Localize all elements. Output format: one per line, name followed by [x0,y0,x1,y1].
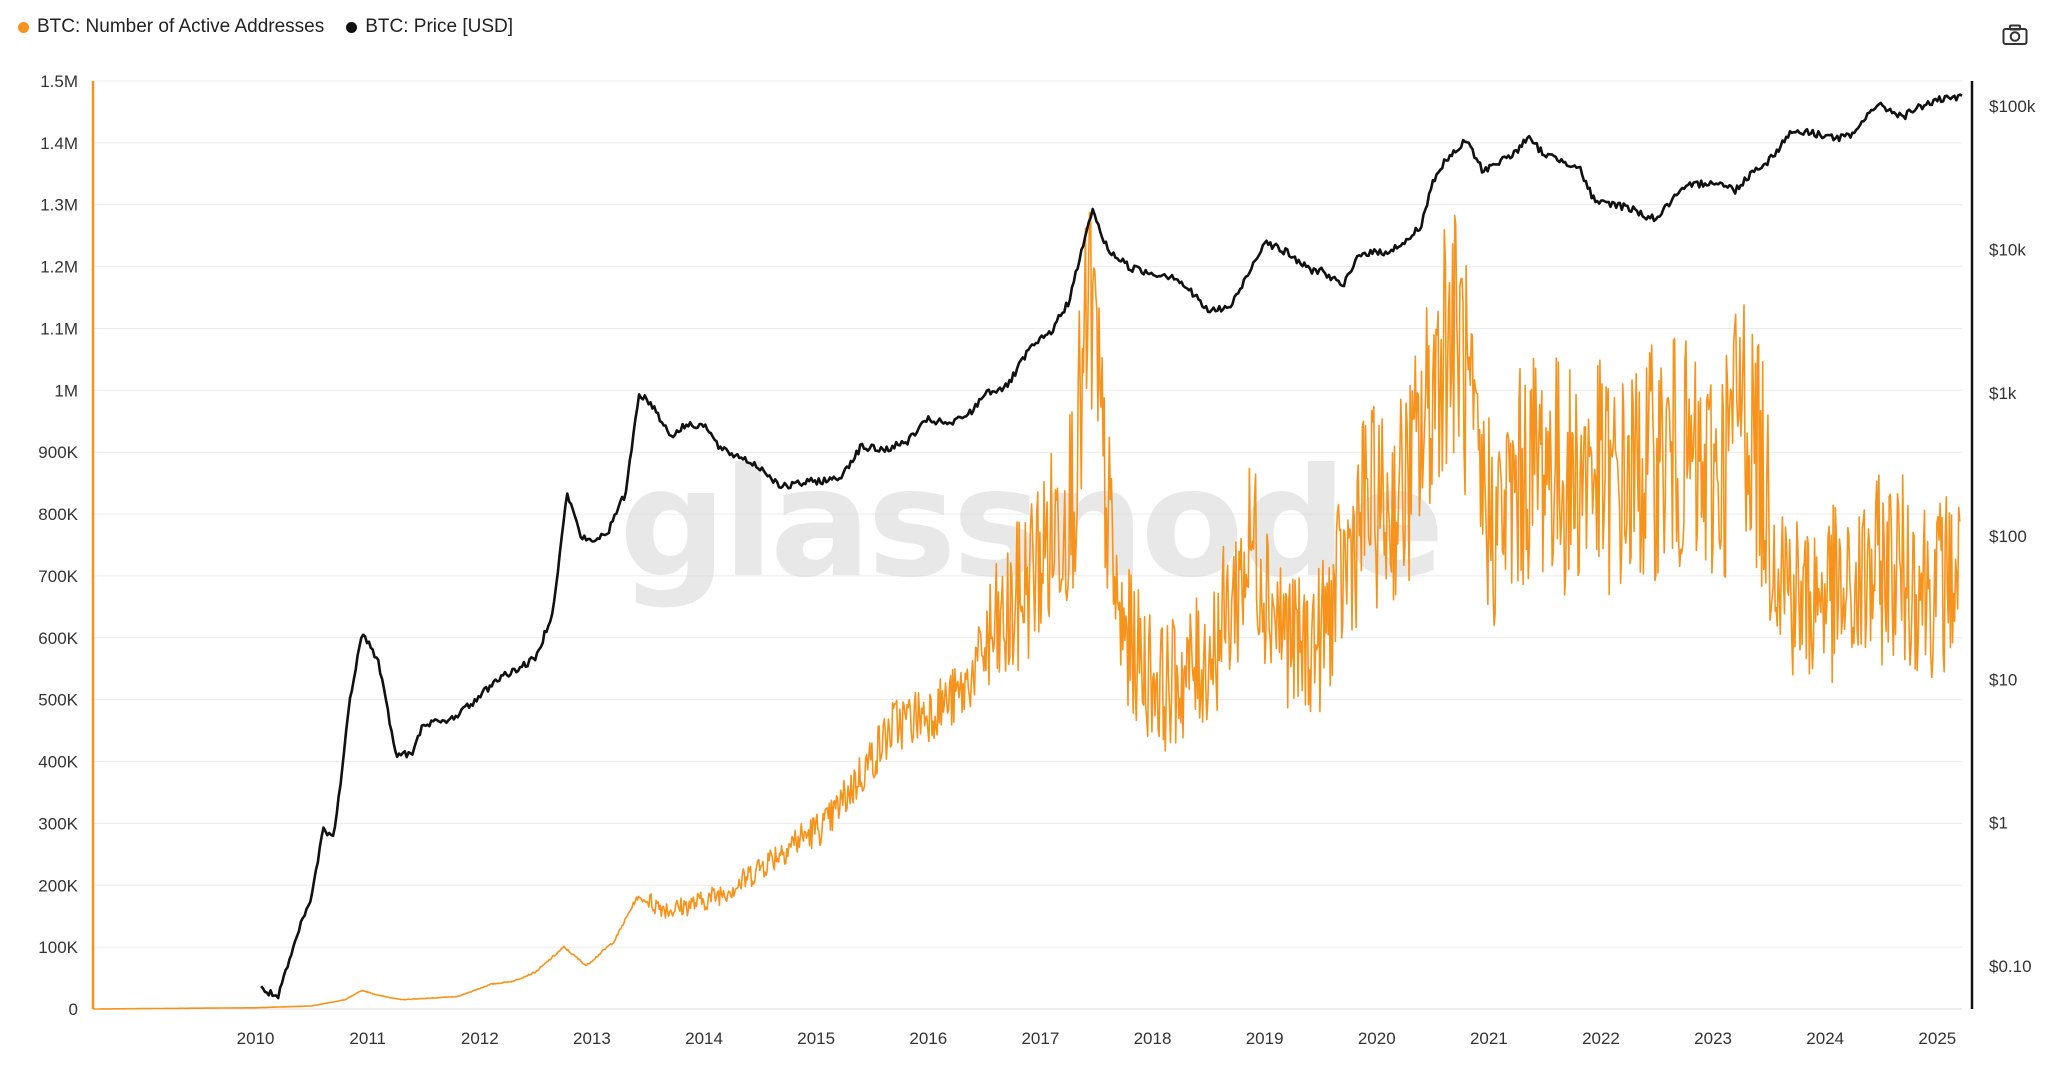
x-tick-label: 2021 [1470,1029,1508,1048]
y-left-tick-label: 1.4M [40,134,78,153]
y-left-tick-label: 500K [38,691,78,710]
y-left-tick-label: 600K [38,629,78,648]
y-right-tick-label: $100 [1989,527,2027,546]
y-right-tick-label: $10 [1989,670,2017,689]
y-left-tick-label: 300K [38,814,78,833]
x-tick-label: 2014 [685,1029,723,1048]
x-tick-label: 2018 [1134,1029,1172,1048]
legend-dot-orange [18,21,29,33]
y-left-tick-label: 1.5M [40,72,78,91]
y-left-tick-label: 1.3M [40,196,78,215]
x-tick-label: 2013 [573,1029,611,1048]
y-left-tick-label: 1.1M [40,319,78,338]
x-tick-label: 2024 [1806,1029,1844,1048]
x-tick-label: 2010 [237,1029,275,1048]
legend: BTC: Number of Active Addresses BTC: Pri… [18,16,513,38]
series-active-addresses-line [93,212,1961,1010]
x-tick-label: 2023 [1694,1029,1732,1048]
camera-icon[interactable] [2002,24,2028,46]
y-left-tick-label: 0 [69,1000,78,1019]
y-right-tick-label: $1k [1989,384,2017,403]
y-right-tick-label: $0.10 [1989,957,2032,976]
y-right-tick-label: $10k [1989,241,2026,260]
legend-item-price[interactable]: BTC: Price [USD] [346,16,513,38]
y-right-tick-label: $100k [1989,97,2036,116]
y-left-tick-label: 100K [38,938,78,957]
x-tick-label: 2020 [1358,1029,1396,1048]
y-left-tick-label: 1.2M [40,258,78,277]
series-price-line [260,93,1963,1000]
y-left-tick-label: 800K [38,505,78,524]
legend-dot-black [346,21,358,33]
x-tick-label: 2025 [1918,1029,1956,1048]
x-tick-label: 2019 [1246,1029,1284,1048]
legend-item-active-addresses[interactable]: BTC: Number of Active Addresses [18,16,324,38]
x-tick-label: 2016 [909,1029,947,1048]
legend-label-price: BTC: Price [USD] [365,16,514,37]
y-left-tick-label: 900K [38,443,78,462]
y-left-tick-label: 200K [38,876,78,895]
y-left-tick-label: 1M [54,381,78,400]
x-tick-label: 2022 [1582,1029,1620,1048]
y-left-tick-label: 400K [38,753,78,772]
x-tick-label: 2015 [797,1029,835,1048]
y-left-tick-label: 700K [38,567,78,586]
legend-label-active-addresses: BTC: Number of Active Addresses [37,16,325,37]
x-tick-label: 2017 [1021,1029,1059,1048]
x-tick-label: 2012 [461,1029,499,1048]
y-right-tick-label: $1 [1989,814,2008,833]
x-tick-label: 2011 [349,1029,386,1048]
